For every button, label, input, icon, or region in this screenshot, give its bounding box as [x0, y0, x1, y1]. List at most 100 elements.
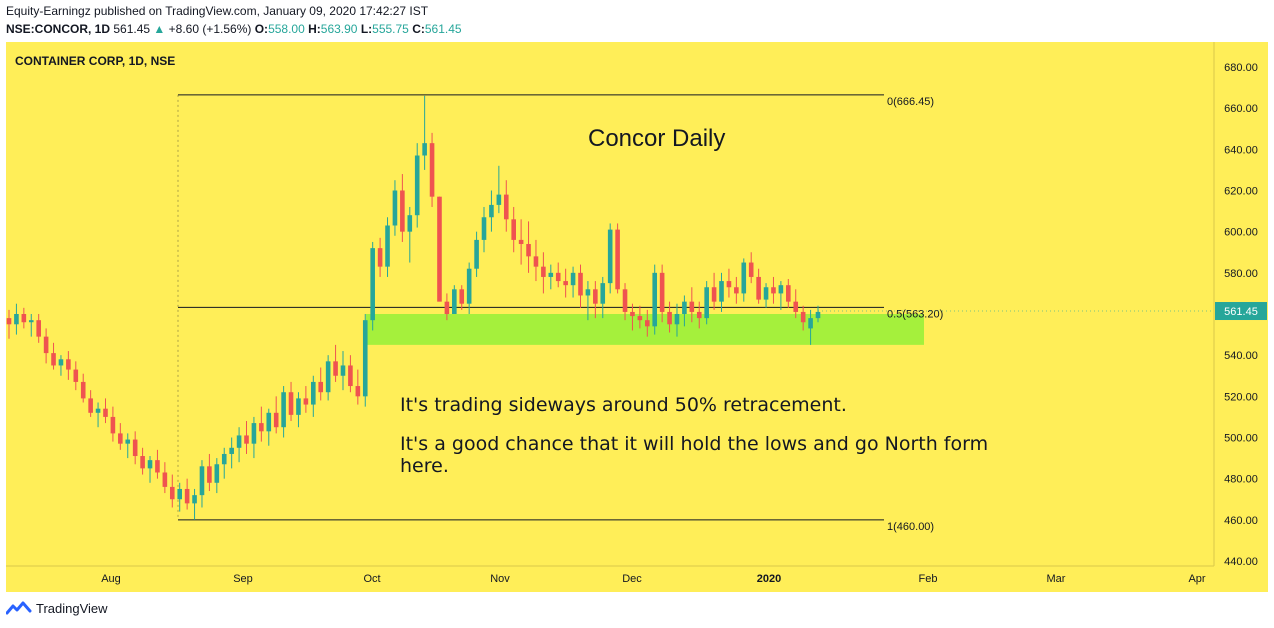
candle[interactable]: [392, 180, 398, 236]
candle[interactable]: [704, 281, 709, 325]
candle[interactable]: [244, 421, 249, 454]
candle[interactable]: [711, 272, 717, 310]
candle[interactable]: [607, 223, 613, 294]
candle[interactable]: [132, 431, 138, 465]
candle[interactable]: [385, 217, 390, 277]
candle[interactable]: [674, 303, 680, 337]
candle[interactable]: [719, 272, 724, 312]
candle[interactable]: [555, 262, 561, 288]
candle[interactable]: [66, 351, 71, 380]
candle[interactable]: [503, 180, 509, 232]
candle[interactable]: [808, 309, 813, 345]
candle[interactable]: [296, 392, 301, 428]
candle[interactable]: [43, 328, 49, 364]
candle[interactable]: [644, 309, 650, 337]
candle[interactable]: [444, 293, 450, 321]
candle[interactable]: [333, 344, 338, 382]
candle[interactable]: [51, 342, 56, 370]
candle[interactable]: [541, 252, 546, 294]
candle[interactable]: [600, 276, 606, 319]
candle[interactable]: [422, 95, 427, 170]
candle[interactable]: [318, 367, 324, 401]
candle[interactable]: [303, 386, 309, 413]
candle[interactable]: [489, 190, 494, 232]
candle[interactable]: [6, 309, 12, 339]
candle[interactable]: [563, 268, 568, 298]
candle[interactable]: [355, 369, 361, 405]
candle[interactable]: [325, 355, 331, 401]
candle[interactable]: [578, 264, 583, 308]
candle[interactable]: [793, 289, 799, 319]
candle[interactable]: [221, 447, 227, 479]
candle[interactable]: [429, 132, 435, 207]
candle[interactable]: [682, 295, 687, 327]
candle[interactable]: [800, 305, 806, 331]
candle[interactable]: [667, 301, 672, 333]
candle[interactable]: [400, 174, 405, 242]
candle[interactable]: [481, 206, 487, 253]
candle[interactable]: [236, 427, 242, 463]
candle[interactable]: [630, 303, 635, 331]
candle[interactable]: [734, 276, 739, 304]
candle[interactable]: [95, 402, 101, 428]
candle[interactable]: [348, 355, 353, 393]
candle[interactable]: [229, 437, 234, 469]
candle[interactable]: [786, 279, 791, 308]
candle[interactable]: [756, 268, 761, 304]
candle[interactable]: [192, 488, 197, 520]
candle[interactable]: [169, 474, 175, 508]
candle[interactable]: [340, 351, 346, 391]
tradingview-logo[interactable]: TradingView: [6, 600, 108, 616]
candle[interactable]: [593, 281, 598, 319]
candle[interactable]: [259, 406, 264, 442]
candle[interactable]: [474, 231, 479, 277]
candle[interactable]: [511, 206, 516, 253]
candle[interactable]: [155, 449, 160, 479]
candle[interactable]: [466, 262, 472, 314]
candle[interactable]: [518, 219, 524, 265]
candle[interactable]: [615, 223, 620, 294]
candle[interactable]: [207, 453, 212, 492]
candle[interactable]: [652, 264, 658, 335]
candle[interactable]: [526, 221, 531, 273]
candle[interactable]: [21, 307, 27, 329]
candle[interactable]: [496, 165, 502, 214]
candle[interactable]: [214, 458, 220, 494]
candle[interactable]: [763, 283, 769, 308]
candle[interactable]: [437, 196, 442, 302]
candle[interactable]: [362, 314, 368, 407]
candle[interactable]: [696, 301, 702, 329]
candle[interactable]: [452, 285, 457, 314]
candle[interactable]: [533, 239, 539, 282]
candle[interactable]: [162, 462, 168, 494]
candle[interactable]: [28, 314, 34, 337]
candle[interactable]: [377, 237, 383, 277]
candle[interactable]: [140, 447, 145, 475]
candle[interactable]: [585, 281, 591, 321]
candle[interactable]: [741, 258, 747, 302]
candle[interactable]: [778, 281, 784, 310]
candle[interactable]: [815, 305, 821, 323]
candle[interactable]: [14, 303, 19, 335]
candle[interactable]: [622, 283, 628, 321]
candle[interactable]: [414, 143, 420, 228]
candle[interactable]: [266, 408, 272, 446]
candle[interactable]: [771, 276, 776, 304]
candle[interactable]: [80, 373, 86, 403]
candle[interactable]: [251, 416, 257, 459]
candle[interactable]: [689, 287, 695, 323]
candle[interactable]: [58, 355, 64, 376]
candle[interactable]: [88, 390, 93, 417]
candle[interactable]: [73, 361, 79, 391]
candle[interactable]: [177, 482, 183, 512]
candle[interactable]: [199, 460, 205, 508]
candle[interactable]: [748, 252, 754, 284]
candle[interactable]: [637, 305, 643, 329]
candle[interactable]: [273, 396, 279, 434]
candle[interactable]: [147, 456, 153, 483]
candle[interactable]: [125, 433, 131, 459]
candle[interactable]: [103, 398, 108, 424]
candle[interactable]: [459, 285, 465, 310]
candle[interactable]: [36, 314, 41, 343]
